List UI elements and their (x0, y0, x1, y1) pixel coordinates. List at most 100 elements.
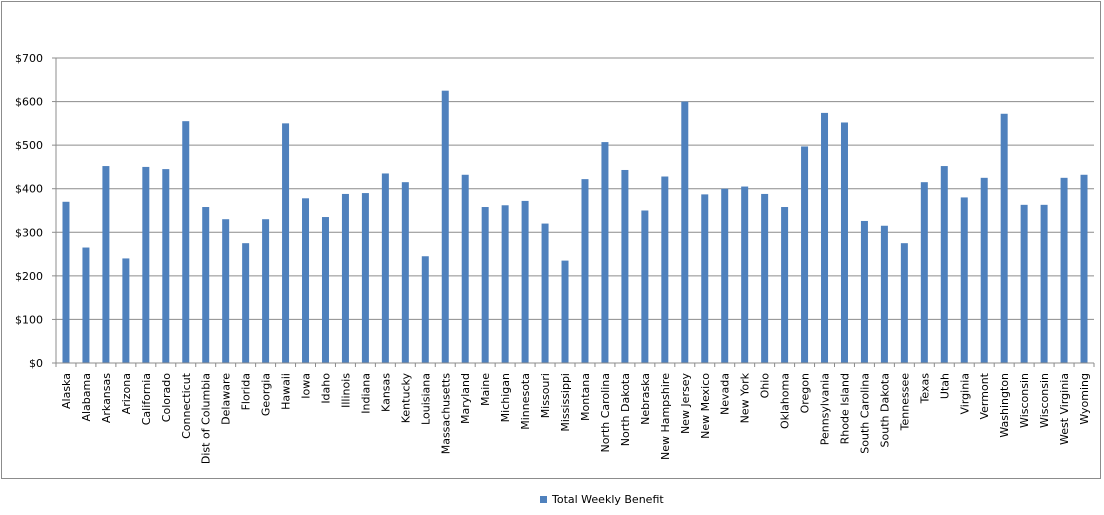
x-tick-label: Georgia (260, 373, 273, 416)
bar (821, 112, 829, 364)
bar (501, 205, 509, 363)
x-tick-label: Dist of Columbia (200, 373, 213, 464)
bar (262, 219, 270, 363)
bar (641, 210, 649, 363)
bar (441, 90, 449, 363)
x-tick-label: Washington (998, 373, 1011, 438)
bar (1080, 174, 1088, 363)
x-tick-label: Utah (938, 373, 951, 399)
x-tick-label: California (140, 373, 153, 425)
legend: Total Weekly Benefit (540, 491, 664, 507)
x-tick-label: Minnesota (519, 373, 532, 430)
bar (561, 260, 569, 363)
bar (581, 179, 589, 363)
x-tick-label: North Carolina (599, 373, 612, 453)
bar (1000, 113, 1008, 364)
bar (182, 121, 190, 363)
x-tick-label: Florida (240, 373, 253, 410)
bar (840, 122, 848, 363)
bar (202, 207, 210, 363)
x-tick-label: Iowa (300, 373, 313, 399)
y-tick-label: $400 (15, 183, 43, 196)
x-tick-label: Mississippi (559, 373, 572, 432)
x-tick-label: Ohio (759, 373, 772, 399)
x-tick-label: Wyoming (1078, 373, 1091, 425)
bar (82, 247, 90, 363)
x-tick-label: Pennsylvania (819, 373, 832, 445)
x-tick-label: New Mexico (699, 373, 712, 439)
bar (341, 193, 349, 363)
y-tick-label: $700 (15, 52, 43, 65)
bar (801, 146, 809, 363)
bar (521, 200, 529, 363)
x-tick-label: South Dakota (878, 373, 891, 447)
x-tick-label: Delaware (220, 373, 233, 425)
x-tick-label: Oregon (799, 373, 812, 413)
x-tick-label: Kentucky (399, 373, 412, 424)
x-tick-label: North Dakota (619, 373, 632, 446)
x-tick-label: Montana (579, 373, 592, 421)
x-tick-label: New York (739, 372, 752, 423)
bar (302, 198, 310, 363)
x-tick-label: Colorado (160, 373, 173, 422)
bar (222, 219, 230, 363)
bar (242, 243, 250, 363)
bar (481, 207, 489, 363)
x-tick-label: Missouri (539, 373, 552, 418)
x-tick-label: New Hampshire (659, 373, 672, 460)
bar (361, 193, 369, 363)
bar (541, 223, 549, 363)
bar (1060, 177, 1068, 363)
x-tick-label: Indiana (359, 373, 372, 414)
x-tick-label: Wisconsin (1038, 373, 1051, 428)
y-tick-label: $500 (15, 139, 43, 152)
bar (681, 101, 689, 364)
bar (142, 166, 150, 363)
x-tick-label: New Jersey (679, 373, 692, 435)
x-tick-label: Massachusetts (439, 373, 452, 455)
bar (321, 217, 329, 363)
bar (940, 166, 948, 363)
bar (601, 142, 609, 363)
legend-label: Total Weekly Benefit (552, 492, 664, 506)
x-tick-label: Wisconsin (1018, 373, 1031, 428)
x-tick-label: Idaho (319, 373, 332, 404)
x-tick-label: Texas (918, 373, 931, 405)
bar (162, 169, 170, 363)
x-tick-label: West Virginia (1058, 373, 1071, 445)
bar (421, 256, 429, 363)
bar (62, 201, 70, 363)
x-tick-label: Maine (479, 373, 492, 406)
bar (381, 173, 389, 363)
x-tick-label: Nebraska (639, 373, 652, 425)
x-tick-label: Connecticut (180, 372, 193, 439)
bar (701, 194, 709, 363)
bar (122, 258, 130, 363)
bar (461, 174, 469, 363)
bar (282, 123, 290, 363)
x-tick-label: Nevada (719, 373, 732, 415)
x-tick-label: Arizona (120, 373, 133, 414)
x-tick-label: Louisiana (419, 373, 432, 425)
x-tick-label: Vermont (978, 372, 991, 419)
bar (880, 225, 888, 363)
bar (721, 188, 729, 363)
x-tick-label: Oklahoma (779, 373, 792, 429)
y-tick-label: $100 (15, 313, 43, 326)
bar (1040, 204, 1048, 363)
x-tick-label: Tennessee (898, 373, 911, 432)
x-tick-label: Illinois (339, 373, 352, 408)
x-tick-label: Hawaii (280, 373, 293, 410)
bar (661, 176, 669, 363)
bar (102, 166, 110, 363)
bar-chart: $0 $100 $200 $300 $400 $500 $600 $700 Alaska Alab… (15, 52, 1095, 464)
bar (621, 169, 629, 363)
bar (1020, 204, 1028, 363)
x-tick-label: Maryland (459, 373, 472, 424)
x-tick-label: Kansas (379, 373, 392, 412)
bar (920, 182, 928, 363)
bar (741, 186, 749, 363)
bar (980, 177, 988, 363)
bar (781, 207, 789, 363)
y-tick-label: $0 (29, 357, 43, 370)
